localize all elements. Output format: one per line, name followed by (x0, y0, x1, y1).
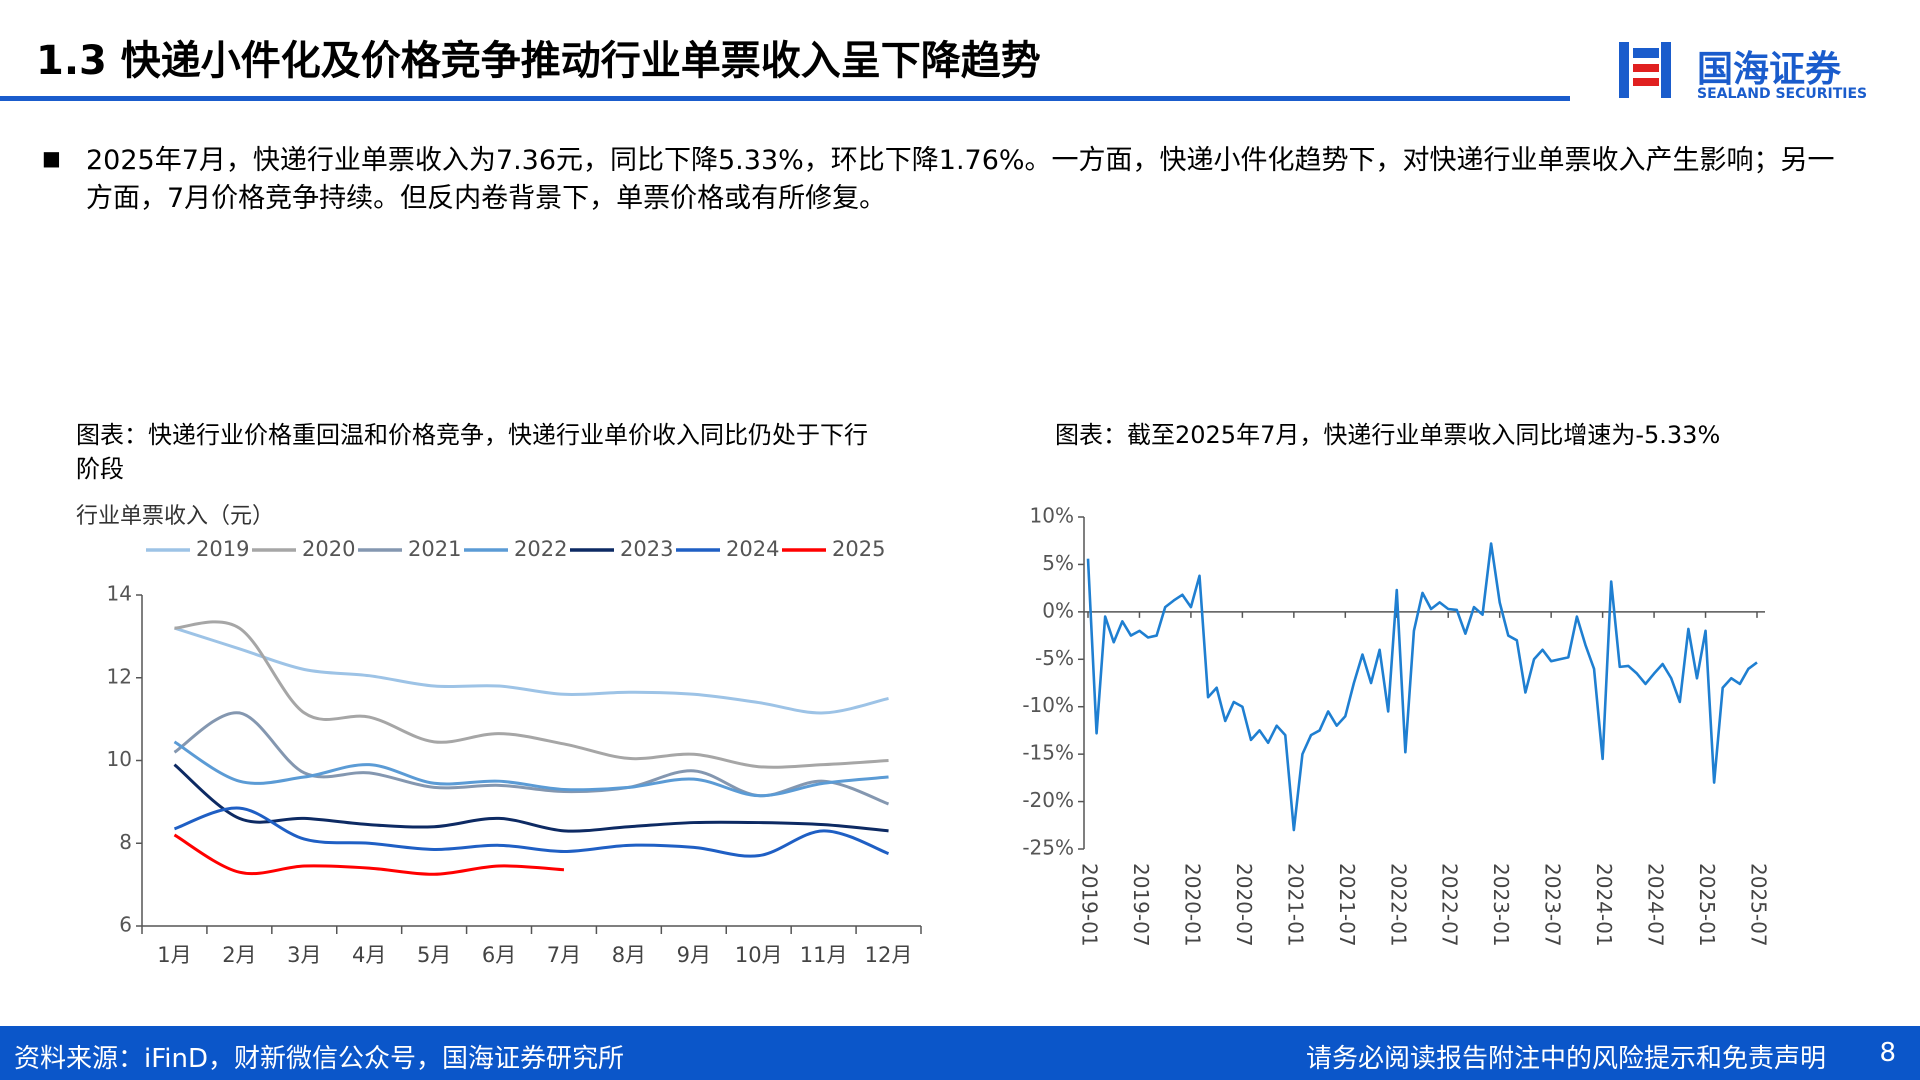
series-line (173, 763, 889, 833)
slide-title: 1.3 快递小件化及价格竞争推动行业单票收入呈下降趋势 (36, 38, 1041, 84)
series-line (1086, 542, 1758, 832)
x-tick-label: 2023-07 (1541, 863, 1565, 947)
y-tick-label: -15% (1022, 741, 1074, 765)
y-axis-label: 行业单票收入（元） (76, 504, 275, 529)
x-tick-label: 3月 (287, 943, 321, 967)
x-tick-label: 8月 (612, 943, 646, 967)
legend-label: 2023 (620, 537, 673, 561)
series-line (174, 626, 889, 715)
y-tick-label: -5% (1035, 646, 1074, 670)
y-tick-label: 8 (119, 830, 132, 854)
y-tick-label: 0% (1042, 598, 1074, 622)
series-line (173, 806, 890, 858)
x-tick-label: 9月 (677, 943, 711, 967)
x-tick-label: 2021-07 (1335, 863, 1359, 947)
page-number: 8 (1879, 1038, 1896, 1068)
x-tick-label: 2019-07 (1129, 863, 1153, 947)
x-tick-label: 2023-01 (1489, 863, 1513, 947)
x-tick-label: 2020-01 (1180, 863, 1204, 947)
y-tick-label: -25% (1022, 836, 1074, 860)
footer-disclaimer: 请务必阅读报告附注中的风险提示和免责声明 (1305, 1044, 1826, 1074)
series-line (173, 833, 565, 876)
x-tick-label: 2019-01 (1078, 863, 1102, 947)
bullet-mark: ■ (42, 146, 61, 170)
logo-mark (1619, 42, 1671, 98)
x-tick-label: 7月 (547, 943, 581, 967)
chart-title: 图表：快递行业价格重回温和价格竞争，快递行业单价收入同比仍处于下行阶段 (76, 421, 868, 483)
x-tick-label: 12月 (865, 943, 913, 967)
x-tick-label: 2024-07 (1644, 863, 1668, 947)
legend-label: 2025 (832, 537, 885, 561)
x-tick-label: 4月 (352, 943, 386, 967)
chart-title: 图表：截至2025年7月，快递行业单票收入同比增速为-5.33% (1055, 421, 1721, 449)
y-tick-label: 5% (1042, 551, 1074, 575)
x-tick-label: 2025-01 (1695, 863, 1719, 947)
legend-label: 2021 (408, 537, 461, 561)
y-tick-label: 6 (119, 913, 132, 937)
x-tick-label: 10月 (735, 943, 783, 967)
legend-label: 2022 (514, 537, 567, 561)
series-line (174, 620, 889, 769)
x-tick-label: 2021-01 (1283, 863, 1307, 947)
series-line (173, 711, 890, 806)
y-tick-label: 14 (107, 582, 132, 606)
x-tick-label: 5月 (417, 943, 451, 967)
x-tick-label: 2022-07 (1438, 863, 1462, 947)
footer-source: 资料来源：iFinD，财新微信公众号，国海证券研究所 (14, 1044, 625, 1074)
x-tick-label: 2月 (222, 943, 256, 967)
logo-name: 国海证券 (1697, 49, 1842, 90)
legend-label: 2020 (302, 537, 355, 561)
y-tick-label: 10% (1030, 504, 1074, 528)
logo-en: SEALAND SECURITIES (1697, 86, 1868, 102)
y-tick-label: 12 (107, 664, 132, 688)
x-tick-label: 2024-01 (1592, 863, 1616, 947)
y-tick-label: -20% (1022, 788, 1074, 812)
legend-label: 2019 (196, 537, 249, 561)
x-tick-label: 11月 (800, 943, 848, 967)
x-tick-label: 2020-07 (1232, 863, 1256, 947)
x-tick-label: 1月 (157, 943, 191, 967)
footer-bar (0, 1026, 1920, 1080)
bullet-text: 2025年7月，快递行业单票收入为7.36元，同比下降5.33%，环比下降1.7… (86, 145, 1835, 214)
y-tick-label: 10 (107, 747, 132, 771)
x-tick-label: 2022-01 (1386, 863, 1410, 947)
x-tick-label: 6月 (482, 943, 516, 967)
legend-label: 2024 (726, 537, 779, 561)
y-tick-label: -10% (1022, 693, 1074, 717)
series-line (173, 740, 889, 798)
x-tick-label: 2025-07 (1747, 863, 1771, 947)
title-rule (0, 96, 1570, 101)
